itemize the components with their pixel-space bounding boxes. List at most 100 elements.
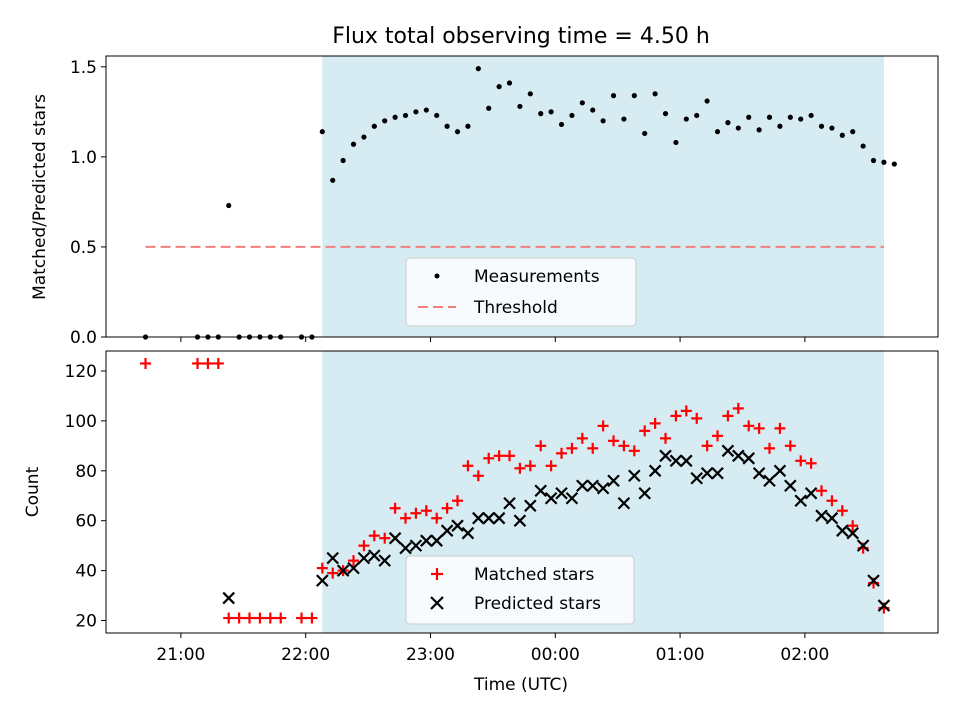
chart-title: Flux total observing time = 4.50 h <box>332 24 710 49</box>
matched-star-point <box>608 435 620 447</box>
measurement-point <box>319 129 325 135</box>
count-plot-frame <box>105 350 939 634</box>
predicted-star-point <box>638 486 651 500</box>
predicted-star-point <box>482 511 495 525</box>
predicted-star-point <box>628 469 641 483</box>
matched-star-point <box>462 460 474 472</box>
measurement-point <box>850 129 856 135</box>
matched-star-point <box>545 460 557 472</box>
measurement-point <box>465 123 471 129</box>
measurement-points <box>142 66 897 340</box>
matched-star-point <box>296 612 308 624</box>
predicted-star-point <box>721 444 735 458</box>
legend-predicted-label: Predicted stars <box>474 594 601 614</box>
matched-star-point <box>784 440 796 452</box>
measurement-point <box>694 112 700 119</box>
y-tick-label: 0.5 <box>70 238 97 258</box>
measurement-point <box>590 107 596 113</box>
matched-star-point <box>701 440 713 452</box>
measurement-point <box>631 93 637 99</box>
measurement-point <box>392 114 398 120</box>
legend-measurements-label: Measurements <box>474 267 600 287</box>
measurement-point <box>558 121 565 128</box>
predicted-star-point <box>524 499 537 513</box>
predicted-star-point <box>773 464 787 478</box>
matched-star-point <box>327 567 339 579</box>
count-legend-box <box>405 555 635 625</box>
matched-star-point <box>670 410 682 422</box>
x-axis-label: Time (UTC) <box>473 675 568 695</box>
predicted-star-point <box>659 449 672 463</box>
matched-star-point <box>389 502 401 514</box>
x-tick-label: 02:00 <box>780 645 829 665</box>
matched-star-point <box>732 402 744 414</box>
predicted-star-point <box>430 534 443 547</box>
predicted-star-point <box>409 539 423 552</box>
predicted-star-point <box>856 539 870 552</box>
measurement-point <box>579 100 585 106</box>
predicted-star-point <box>742 452 755 465</box>
count-y-ticks: 20 40 60 80 100 120 <box>65 362 106 632</box>
matched-star-point <box>264 612 276 624</box>
y-tick-label: 1.5 <box>70 58 97 78</box>
predicted-star-point <box>732 449 745 463</box>
matched-star-point <box>597 420 609 432</box>
predicted-star-point <box>607 474 620 488</box>
predicted-star-point <box>596 481 610 495</box>
predicted-star-point <box>451 519 464 532</box>
matched-star-point <box>639 425 651 437</box>
measurement-point <box>756 127 762 133</box>
predicted-star-point <box>513 514 527 527</box>
ratio-x-ticks <box>180 337 806 342</box>
measurement-point <box>413 109 419 115</box>
matched-star-points <box>140 357 890 624</box>
matched-star-point <box>472 470 484 482</box>
matched-star-point <box>795 455 807 467</box>
predicted-star-point <box>534 484 547 498</box>
matched-star-point <box>712 430 724 442</box>
predicted-star-point <box>399 541 412 555</box>
matched-star-point <box>628 445 640 457</box>
predicted-star-point <box>461 526 475 540</box>
predicted-star-point <box>804 486 818 500</box>
matched-star-point <box>441 502 453 514</box>
predicted-star-point <box>669 454 683 468</box>
legend-threshold-label: Threshold <box>473 298 558 318</box>
ratio-y-axis-label: Matched/Predicted stars <box>30 94 50 300</box>
predicted-star-point <box>492 511 506 525</box>
count-legend: Matched stars Predicted stars <box>405 555 635 625</box>
measurement-point <box>798 116 804 122</box>
predicted-star-point <box>763 474 776 488</box>
legend-matched-label: Matched stars <box>474 565 594 585</box>
predicted-star-point <box>316 574 329 587</box>
measurement-point <box>454 129 461 135</box>
predicted-star-point <box>336 564 350 577</box>
matched-star-point <box>504 450 516 462</box>
predicted-star-point <box>368 549 381 562</box>
measurement-point <box>891 161 897 167</box>
ratio-panel: 0.0 0.5 1.0 1.5 Matched/Predicted stars Mea… <box>30 55 939 348</box>
measurement-point <box>673 139 679 146</box>
predicted-star-point <box>503 496 516 510</box>
measurement-point <box>548 109 554 115</box>
y-tick-label: 100 <box>65 412 97 432</box>
matched-star-point <box>660 432 672 444</box>
matched-star-point <box>202 357 214 369</box>
predicted-star-point <box>586 479 599 493</box>
matched-star-point <box>816 485 828 497</box>
measurement-point <box>714 129 721 135</box>
matched-star-point <box>618 440 630 452</box>
matched-star-point <box>223 612 235 624</box>
matched-star-point <box>587 442 599 454</box>
measurement-point <box>746 114 752 120</box>
predicted-star-point <box>472 511 485 525</box>
ratio-legend-box <box>405 257 637 327</box>
x-tick-label: 00:00 <box>531 645 580 665</box>
predicted-star-point <box>222 591 235 605</box>
x-tick-label: 23:00 <box>406 645 455 665</box>
ratio-plot-frame <box>105 55 939 338</box>
y-tick-label: 1.0 <box>70 148 97 168</box>
predicted-star-point <box>565 491 579 505</box>
predicted-star-point <box>877 599 891 612</box>
